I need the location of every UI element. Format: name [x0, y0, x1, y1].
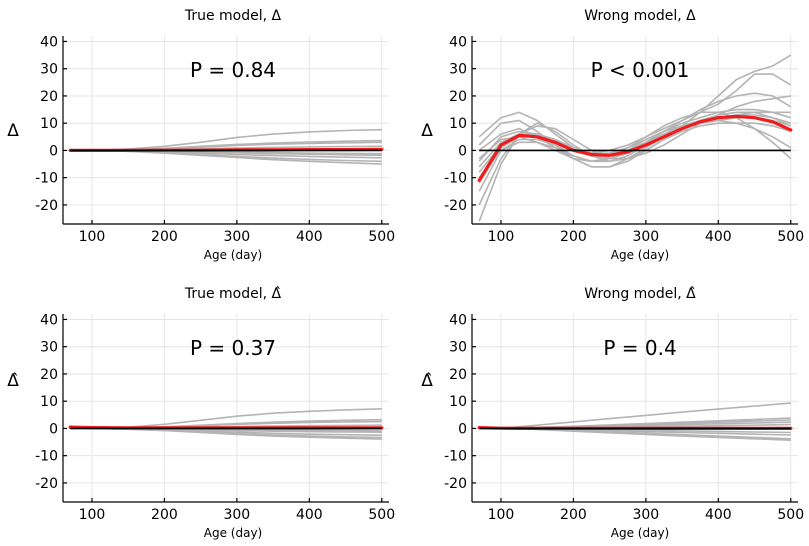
p-value-annotation: P < 0.001: [591, 58, 690, 82]
panel-wrong-model-delta: 100 200 300 400 500 -20 -10 0 10 20 30 40 Wrong mod…: [421, 8, 804, 262]
y-tick-label: 20: [449, 89, 467, 105]
y-tick-label: -10: [444, 449, 467, 465]
x-tick-label: 100: [79, 507, 106, 523]
x-tick-label: 400: [705, 229, 732, 245]
panel-title: True model, Δ̂: [184, 286, 282, 302]
simulated-series-line-5: [478, 111, 792, 160]
x-tick-label: 200: [151, 507, 178, 523]
x-axis-label: Age (day): [204, 248, 262, 262]
y-axis-label: Δ: [421, 121, 433, 141]
x-tick-label: 500: [368, 507, 395, 523]
x-tick-label: 400: [296, 507, 323, 523]
x-tick-label: 500: [368, 229, 395, 245]
x-axis-label: Age (day): [611, 526, 669, 540]
y-tick-label: 20: [449, 367, 467, 383]
p-value-annotation: P = 0.37: [190, 336, 276, 360]
y-tick-label: 40: [40, 34, 58, 50]
x-tick-label: 200: [560, 507, 587, 523]
x-tick-label: 400: [296, 229, 323, 245]
x-tick-label: 500: [777, 507, 804, 523]
x-tick-label: 100: [79, 229, 106, 245]
y-tick-label: -20: [35, 476, 58, 492]
y-tick-label: 10: [40, 116, 58, 132]
x-tick-label: 300: [632, 229, 659, 245]
x-tick-label: 200: [151, 229, 178, 245]
y-tick-label: 20: [40, 89, 58, 105]
x-tick-label: 200: [560, 229, 587, 245]
y-tick-label: 10: [40, 394, 58, 410]
simulated-series-line-4: [478, 119, 792, 163]
x-tick-label: 500: [777, 229, 804, 245]
y-tick-label: -10: [35, 449, 58, 465]
y-tick-label: 30: [449, 340, 467, 356]
y-tick-label: 30: [40, 340, 58, 356]
panel-title: Wrong model, Δ̂: [584, 286, 696, 302]
p-value-annotation: P = 0.84: [190, 58, 276, 82]
panel-true-model-delta: 100 200 300 400 500 -20 -10 0 10 20 30 40 True mode…: [7, 8, 395, 262]
x-tick-label: 300: [223, 507, 250, 523]
panel-title: Wrong model, Δ: [584, 8, 696, 24]
y-tick-label: 0: [458, 143, 467, 159]
x-tick-label: 300: [223, 229, 250, 245]
p-value-annotation: P = 0.4: [603, 336, 676, 360]
y-axis-label: Δ: [7, 121, 19, 141]
panel-true-model-delta-hat: 100 200 300 400 500 -20 -10 0 10 20 30 40 True mode…: [7, 286, 395, 540]
y-axis-label: Δ̂: [7, 371, 19, 391]
y-tick-label: -20: [444, 198, 467, 214]
x-tick-label: 100: [488, 507, 515, 523]
y-tick-label: -20: [35, 198, 58, 214]
x-tick-label: 400: [705, 507, 732, 523]
x-axis-label: Age (day): [611, 248, 669, 262]
y-axis-label: Δ̂: [421, 371, 433, 391]
y-tick-label: -10: [35, 171, 58, 187]
y-tick-label: 40: [449, 34, 467, 50]
simulated-series-line-1: [478, 54, 792, 222]
y-tick-label: -20: [444, 476, 467, 492]
y-tick-label: -10: [444, 171, 467, 187]
y-tick-label: 0: [49, 143, 58, 159]
y-tick-label: 20: [40, 367, 58, 383]
y-tick-label: 30: [449, 62, 467, 78]
y-tick-label: 0: [49, 421, 58, 437]
x-axis-label: Age (day): [204, 526, 262, 540]
panel-wrong-model-delta-hat: 100 200 300 400 500 -20 -10 0 10 20 30 40 Wrong mod…: [421, 286, 804, 540]
y-tick-label: 30: [40, 62, 58, 78]
observed-series-line: [477, 114, 793, 182]
y-tick-label: 10: [449, 116, 467, 132]
simulated-series-line-2: [478, 73, 792, 192]
x-tick-label: 100: [488, 229, 515, 245]
y-tick-label: 40: [40, 312, 58, 328]
y-tick-label: 40: [449, 312, 467, 328]
y-tick-label: 0: [458, 421, 467, 437]
x-tick-label: 300: [632, 507, 659, 523]
panel-title: True model, Δ: [184, 8, 282, 24]
y-tick-label: 10: [449, 394, 467, 410]
